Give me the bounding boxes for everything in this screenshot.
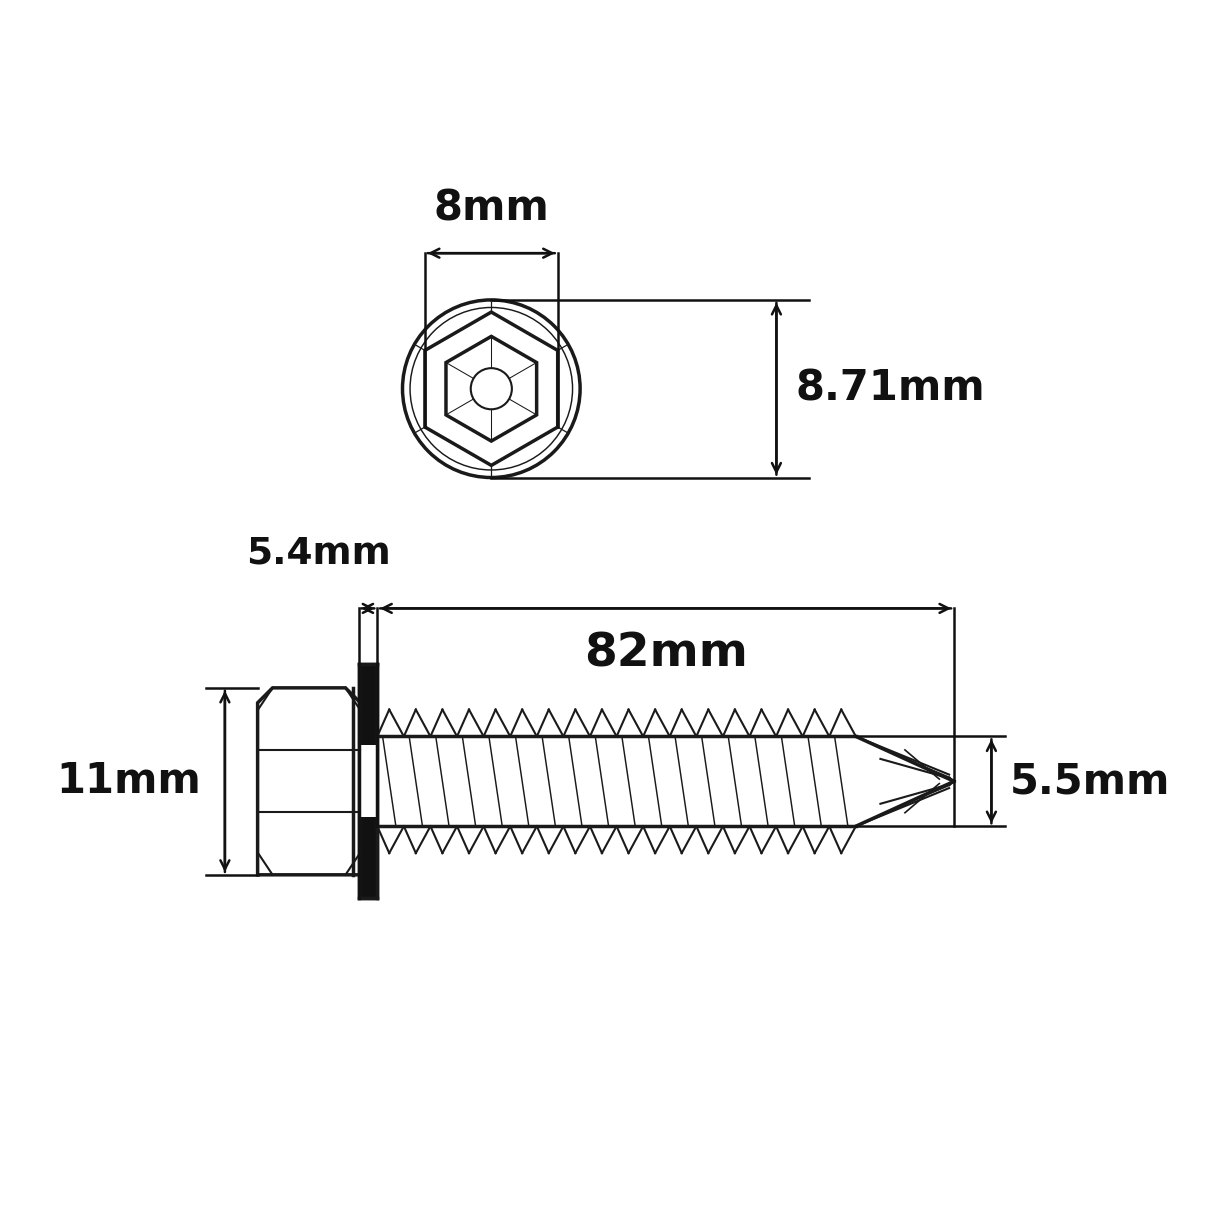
Text: 5.5mm: 5.5mm [1010,760,1170,802]
Text: 8.71mm: 8.71mm [795,368,985,409]
Polygon shape [358,664,378,898]
Text: 8mm: 8mm [433,188,549,229]
Polygon shape [358,745,378,817]
Text: 5.4mm: 5.4mm [246,535,391,571]
Text: 82mm: 82mm [584,631,748,676]
Text: 11mm: 11mm [57,760,202,802]
